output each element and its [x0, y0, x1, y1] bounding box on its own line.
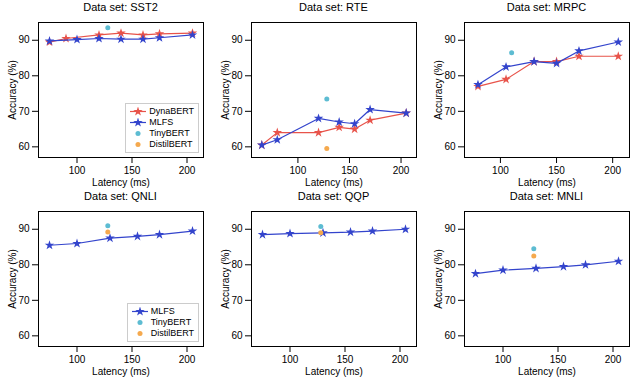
svg-text:100: 100 [69, 165, 86, 176]
svg-text:80: 80 [231, 259, 243, 270]
svg-text:Accuracy (%): Accuracy (%) [220, 60, 231, 119]
html-text:DistilBERT: DistilBERT [150, 328, 194, 338]
svg-text:200: 200 [393, 165, 410, 176]
svg-text:60: 60 [444, 141, 456, 152]
svg-text:70: 70 [231, 106, 243, 117]
html-text:DynaBERT: DynaBERT [149, 106, 194, 116]
html-text:MLFS: MLFS [150, 306, 175, 316]
svg-text:60: 60 [18, 330, 30, 341]
svg-text:70: 70 [18, 295, 30, 306]
html-text:MLFS: MLFS [149, 117, 174, 127]
svg-text:200: 200 [179, 354, 196, 365]
svg-text:90: 90 [444, 223, 456, 234]
svg-text:150: 150 [124, 354, 141, 365]
svg-text:80: 80 [18, 70, 30, 81]
svg-text:80: 80 [444, 70, 456, 81]
html-text:Data set: QNLI: Data set: QNLI [84, 190, 157, 202]
svg-text:150: 150 [341, 165, 358, 176]
svg-text:150: 150 [548, 165, 565, 176]
svg-text:60: 60 [18, 141, 30, 152]
svg-text:200: 200 [605, 354, 622, 365]
svg-text:70: 70 [231, 295, 243, 306]
svg-text:Accuracy (%): Accuracy (%) [7, 60, 18, 119]
svg-text:Accuracy (%): Accuracy (%) [220, 249, 231, 308]
svg-text:70: 70 [444, 106, 456, 117]
svg-text:90: 90 [231, 34, 243, 45]
html-text:Data set: QQP: Data set: QQP [297, 190, 370, 202]
svg-text:Accuracy (%): Accuracy (%) [7, 249, 18, 308]
svg-text:Latency (ms): Latency (ms) [305, 366, 363, 377]
svg-text:70: 70 [444, 295, 456, 306]
svg-text:60: 60 [231, 330, 243, 341]
svg-text:80: 80 [444, 259, 456, 270]
svg-text:100: 100 [290, 165, 307, 176]
svg-text:150: 150 [124, 165, 141, 176]
html-text:TinyBERT: TinyBERT [150, 317, 192, 327]
svg-text:150: 150 [550, 354, 567, 365]
svg-text:200: 200 [604, 165, 621, 176]
svg-text:60: 60 [231, 141, 243, 152]
html-text:Data set: MRPC: Data set: MRPC [506, 1, 587, 13]
svg-text:100: 100 [282, 354, 299, 365]
svg-text:200: 200 [392, 354, 409, 365]
html-text:TinyBERT: TinyBERT [149, 128, 190, 138]
svg-text:70: 70 [18, 106, 30, 117]
svg-text:Latency (ms): Latency (ms) [92, 177, 150, 188]
svg-text:90: 90 [18, 223, 30, 234]
svg-text:100: 100 [492, 165, 509, 176]
svg-text:100: 100 [495, 354, 512, 365]
svg-text:Latency (ms): Latency (ms) [518, 366, 576, 377]
svg-text:80: 80 [231, 70, 243, 81]
svg-text:80: 80 [18, 259, 30, 270]
svg-text:Accuracy (%): Accuracy (%) [433, 60, 444, 119]
svg-text:90: 90 [444, 34, 456, 45]
html-text:DistilBERT: DistilBERT [149, 139, 193, 149]
svg-text:Latency (ms): Latency (ms) [305, 177, 363, 188]
html-text:Data set: RTE: Data set: RTE [299, 1, 368, 13]
html-text:Data set: MNLI: Data set: MNLI [509, 190, 584, 202]
svg-text:150: 150 [337, 354, 354, 365]
svg-text:200: 200 [179, 165, 196, 176]
svg-text:90: 90 [231, 223, 243, 234]
svg-text:90: 90 [18, 34, 30, 45]
html-text:Data set: SST2: Data set: SST2 [83, 1, 158, 13]
svg-text:Latency (ms): Latency (ms) [518, 177, 576, 188]
svg-text:100: 100 [69, 354, 86, 365]
svg-text:Latency (ms): Latency (ms) [92, 366, 150, 377]
svg-text:Accuracy (%): Accuracy (%) [433, 249, 444, 308]
svg-text:60: 60 [444, 330, 456, 341]
